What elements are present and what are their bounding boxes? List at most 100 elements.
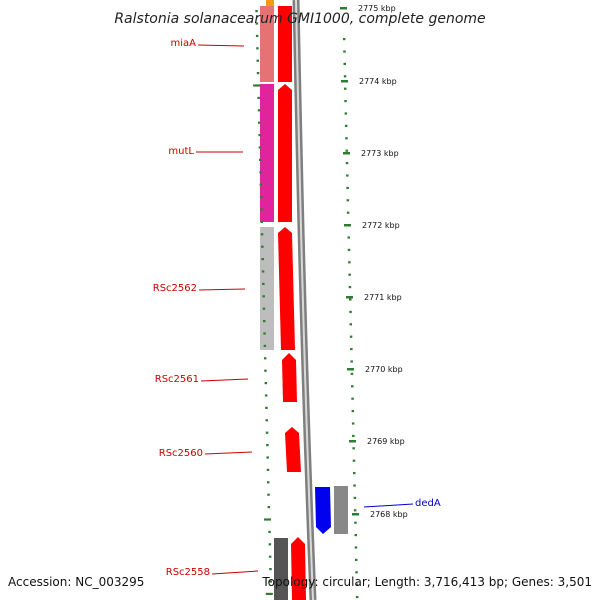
cog-bar-RSc2562[interactable] (260, 227, 274, 350)
scale-dot (346, 199, 350, 202)
scale-dot (354, 521, 357, 524)
cog-bar-mutL[interactable] (260, 84, 274, 222)
gene-arrow-RSc2560[interactable] (285, 427, 301, 472)
scale-dot (265, 419, 268, 422)
cog-bar-RSc2558[interactable] (274, 538, 288, 600)
gene-arrow-dedA[interactable] (315, 487, 331, 534)
genome-summary-text: Topology: circular; Length: 3,716,413 bp… (261, 575, 592, 589)
right-scale-dots (342, 38, 359, 599)
scale-dot (256, 47, 259, 50)
scale-dot (267, 493, 270, 496)
scale-dot (268, 543, 272, 546)
scale-dot (264, 518, 271, 521)
scale-dot (343, 62, 346, 65)
scale-dot (343, 75, 347, 78)
scale-dot (353, 484, 356, 487)
kbp-tick (352, 513, 359, 516)
kbp-scale: 2775 kbp 2774 kbp 2773 kbp 2772 kbp 2771 kbp… (340, 4, 408, 519)
scale-dot (255, 34, 259, 37)
kbp-tick (344, 224, 351, 227)
scale-dot (346, 186, 349, 189)
gene-label[interactable]: dedA (415, 498, 441, 509)
scale-dot (263, 357, 267, 360)
scale-dot (262, 307, 266, 310)
kbp-tick-label: 2773 kbp (361, 149, 399, 158)
kbp-tick-label: 2768 kbp (370, 510, 408, 519)
scale-dot (266, 468, 270, 471)
gene-label[interactable]: RSc2558 (166, 567, 210, 578)
kbp-tick-label: 2770 kbp (365, 365, 403, 374)
kbp-tick-label: 2771 kbp (364, 293, 402, 302)
scale-dot (253, 84, 261, 87)
scale-dot (261, 245, 264, 248)
scale-dot (263, 332, 266, 335)
accession-text: Accession: NC_003295 (8, 575, 144, 589)
scale-dot (350, 360, 353, 363)
scale-dot (260, 233, 264, 236)
kbp-tick (346, 296, 353, 299)
kbp-tick-label: 2774 kbp (359, 77, 397, 86)
scale-dot (261, 270, 265, 273)
gene-label[interactable]: RSc2562 (153, 283, 197, 294)
scale-dot (352, 434, 355, 437)
scale-dot (255, 10, 258, 13)
scale-dot (265, 431, 269, 434)
scale-dot (262, 295, 265, 298)
scale-dot (263, 344, 267, 347)
gene-label[interactable]: RSc2560 (159, 448, 203, 459)
scale-dot (258, 121, 261, 124)
scale-dot (355, 583, 359, 586)
scale-dot (348, 261, 351, 264)
scale-dot (345, 162, 349, 165)
scale-dot (259, 158, 262, 161)
scale-dot (264, 394, 268, 397)
scale-dot (259, 183, 263, 186)
gene-label[interactable]: RSc2561 (155, 374, 199, 385)
scale-dot (264, 382, 268, 385)
gene-arrow-RSc2561[interactable] (282, 353, 297, 402)
gene-leader-line (363, 503, 414, 508)
cog-bar-miaA[interactable] (260, 6, 274, 82)
gene-label[interactable]: miaA (171, 38, 197, 49)
gene-arrow-RSc2558[interactable] (291, 537, 306, 600)
scale-dot (345, 137, 348, 140)
scale-dot (267, 481, 270, 484)
kbp-tick (340, 7, 347, 10)
scale-dot (347, 248, 351, 251)
left-scale-dots (253, 10, 273, 595)
scale-dot (344, 124, 348, 127)
scale-dot (355, 558, 358, 561)
scale-dot (266, 444, 269, 447)
scale-dot (344, 112, 348, 115)
scale-dot (260, 220, 263, 223)
scale-dot (258, 134, 261, 137)
scale-dot (265, 406, 268, 409)
scale-dot (343, 50, 346, 53)
scale-dot (352, 447, 355, 450)
scale-dot (259, 196, 263, 199)
kbp-tick (341, 80, 348, 83)
gene-arrow-miaA[interactable] (278, 6, 292, 82)
scale-dot (265, 592, 273, 595)
cog-bar-dedA[interactable] (334, 486, 348, 534)
gene-label[interactable]: mutL (168, 146, 194, 157)
scale-dot (347, 236, 350, 239)
scale-dot (351, 410, 355, 413)
scale-dot (261, 258, 264, 261)
gene-arrow-mutL[interactable] (278, 84, 292, 222)
scale-dot (257, 96, 260, 99)
gene-leader-line (197, 44, 245, 47)
gene-arrow-RSc2562[interactable] (278, 227, 295, 350)
kbp-tick-label: 2769 kbp (367, 437, 405, 446)
scale-dot (351, 385, 354, 388)
kbp-tick-label: 2775 kbp (358, 4, 396, 13)
scale-dot (255, 22, 259, 25)
scale-dot (264, 369, 267, 372)
scale-dot (268, 555, 272, 558)
scale-dot (355, 571, 358, 574)
scale-dot (348, 273, 351, 276)
kbp-tick-label: 2772 kbp (362, 221, 400, 230)
scale-dot (353, 472, 356, 475)
scale-dot (344, 100, 347, 103)
